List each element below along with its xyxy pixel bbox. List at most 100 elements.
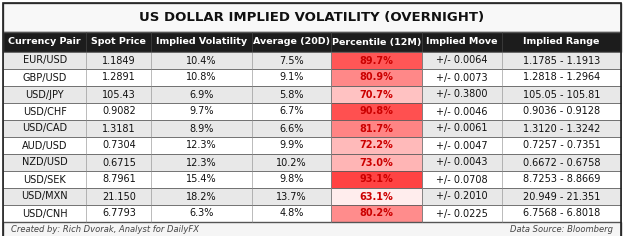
Text: 105.05 - 105.81: 105.05 - 105.81 bbox=[523, 89, 600, 100]
Text: 10.2%: 10.2% bbox=[276, 157, 306, 168]
Text: Data Source: Bloomberg: Data Source: Bloomberg bbox=[510, 226, 613, 235]
Bar bbox=[331, 154, 422, 171]
Bar bbox=[331, 103, 422, 120]
Bar bbox=[3, 3, 621, 32]
Text: 20.949 - 21.351: 20.949 - 21.351 bbox=[523, 191, 600, 202]
Text: US DOLLAR IMPLIED VOLATILITY (OVERNIGHT): US DOLLAR IMPLIED VOLATILITY (OVERNIGHT) bbox=[139, 11, 485, 24]
Text: +/- 0.0073: +/- 0.0073 bbox=[436, 72, 488, 83]
Bar bbox=[331, 137, 422, 154]
Text: 6.7568 - 6.8018: 6.7568 - 6.8018 bbox=[523, 208, 600, 219]
Text: 6.3%: 6.3% bbox=[190, 208, 214, 219]
Text: 63.1%: 63.1% bbox=[359, 191, 393, 202]
Text: 105.43: 105.43 bbox=[102, 89, 136, 100]
Bar bbox=[331, 69, 422, 86]
Bar bbox=[331, 171, 422, 188]
Text: GBP/USD: GBP/USD bbox=[22, 72, 67, 83]
Bar bbox=[3, 120, 621, 137]
Bar bbox=[3, 69, 621, 86]
Text: 0.7257 - 0.7351: 0.7257 - 0.7351 bbox=[523, 140, 600, 151]
Bar bbox=[3, 188, 621, 205]
Text: 7.5%: 7.5% bbox=[279, 55, 304, 66]
Text: USD/JPY: USD/JPY bbox=[26, 89, 64, 100]
Text: EUR/USD: EUR/USD bbox=[22, 55, 67, 66]
Text: 10.8%: 10.8% bbox=[187, 72, 217, 83]
Text: 0.7304: 0.7304 bbox=[102, 140, 136, 151]
Text: 73.0%: 73.0% bbox=[359, 157, 393, 168]
Text: 10.4%: 10.4% bbox=[187, 55, 217, 66]
Text: +/- 0.2010: +/- 0.2010 bbox=[436, 191, 488, 202]
Text: Implied Move: Implied Move bbox=[426, 38, 498, 46]
Text: 90.8%: 90.8% bbox=[359, 106, 393, 117]
Text: Implied Range: Implied Range bbox=[524, 38, 600, 46]
Text: 80.9%: 80.9% bbox=[359, 72, 393, 83]
Text: 6.7793: 6.7793 bbox=[102, 208, 136, 219]
Text: 1.3181: 1.3181 bbox=[102, 123, 135, 134]
Text: 6.9%: 6.9% bbox=[190, 89, 214, 100]
Bar bbox=[3, 52, 621, 69]
Bar bbox=[3, 137, 621, 154]
Text: Average (20D): Average (20D) bbox=[253, 38, 330, 46]
Text: 0.6672 - 0.6758: 0.6672 - 0.6758 bbox=[523, 157, 600, 168]
Text: Percentile (12M): Percentile (12M) bbox=[331, 38, 421, 46]
Text: +/- 0.0708: +/- 0.0708 bbox=[436, 174, 488, 185]
Text: 1.2891: 1.2891 bbox=[102, 72, 136, 83]
Text: 9.8%: 9.8% bbox=[279, 174, 303, 185]
Text: 8.7961: 8.7961 bbox=[102, 174, 136, 185]
Bar bbox=[3, 32, 621, 52]
Text: 81.7%: 81.7% bbox=[359, 123, 393, 134]
Text: 6.6%: 6.6% bbox=[279, 123, 303, 134]
Text: +/- 0.0047: +/- 0.0047 bbox=[436, 140, 488, 151]
Text: Created by: Rich Dvorak, Analyst for DailyFX: Created by: Rich Dvorak, Analyst for Dai… bbox=[11, 226, 199, 235]
Text: 80.2%: 80.2% bbox=[359, 208, 393, 219]
Bar bbox=[3, 222, 621, 236]
Bar bbox=[3, 103, 621, 120]
Text: Implied Volatility: Implied Volatility bbox=[156, 38, 247, 46]
Bar bbox=[3, 154, 621, 171]
Text: USD/CAD: USD/CAD bbox=[22, 123, 67, 134]
Text: +/- 0.0046: +/- 0.0046 bbox=[436, 106, 488, 117]
Bar bbox=[331, 188, 422, 205]
Text: 1.1849: 1.1849 bbox=[102, 55, 135, 66]
Text: 1.1785 - 1.1913: 1.1785 - 1.1913 bbox=[523, 55, 600, 66]
Text: Currency Pair: Currency Pair bbox=[8, 38, 81, 46]
Text: 5.8%: 5.8% bbox=[279, 89, 303, 100]
Text: 8.7253 - 8.8669: 8.7253 - 8.8669 bbox=[523, 174, 600, 185]
Text: 6.7%: 6.7% bbox=[279, 106, 303, 117]
Text: 12.3%: 12.3% bbox=[187, 140, 217, 151]
Text: +/- 0.0225: +/- 0.0225 bbox=[436, 208, 488, 219]
Text: 15.4%: 15.4% bbox=[187, 174, 217, 185]
Text: 70.7%: 70.7% bbox=[359, 89, 393, 100]
Text: +/- 0.0043: +/- 0.0043 bbox=[436, 157, 488, 168]
Text: 9.1%: 9.1% bbox=[279, 72, 303, 83]
Text: 72.2%: 72.2% bbox=[359, 140, 393, 151]
Text: 0.6715: 0.6715 bbox=[102, 157, 136, 168]
Bar bbox=[331, 205, 422, 222]
Bar bbox=[3, 171, 621, 188]
Text: 0.9036 - 0.9128: 0.9036 - 0.9128 bbox=[523, 106, 600, 117]
Text: 1.3120 - 1.3242: 1.3120 - 1.3242 bbox=[523, 123, 600, 134]
Text: USD/SEK: USD/SEK bbox=[23, 174, 66, 185]
Text: USD/CNH: USD/CNH bbox=[22, 208, 67, 219]
Text: +/- 0.0064: +/- 0.0064 bbox=[436, 55, 488, 66]
Text: 9.9%: 9.9% bbox=[279, 140, 303, 151]
Text: Spot Price: Spot Price bbox=[92, 38, 146, 46]
Bar bbox=[331, 86, 422, 103]
Text: 18.2%: 18.2% bbox=[187, 191, 217, 202]
Text: 13.7%: 13.7% bbox=[276, 191, 306, 202]
Text: USD/MXN: USD/MXN bbox=[21, 191, 68, 202]
Text: NZD/USD: NZD/USD bbox=[22, 157, 67, 168]
Bar bbox=[331, 120, 422, 137]
Text: +/- 0.0061: +/- 0.0061 bbox=[436, 123, 488, 134]
Text: AUD/USD: AUD/USD bbox=[22, 140, 67, 151]
Text: 12.3%: 12.3% bbox=[187, 157, 217, 168]
Text: 93.1%: 93.1% bbox=[359, 174, 393, 185]
Text: 21.150: 21.150 bbox=[102, 191, 136, 202]
Text: 89.7%: 89.7% bbox=[359, 55, 393, 66]
Text: 0.9082: 0.9082 bbox=[102, 106, 136, 117]
Bar bbox=[3, 86, 621, 103]
Text: 1.2818 - 1.2964: 1.2818 - 1.2964 bbox=[523, 72, 600, 83]
Text: +/- 0.3800: +/- 0.3800 bbox=[436, 89, 488, 100]
Bar bbox=[331, 52, 422, 69]
Bar bbox=[3, 205, 621, 222]
Text: 4.8%: 4.8% bbox=[279, 208, 303, 219]
